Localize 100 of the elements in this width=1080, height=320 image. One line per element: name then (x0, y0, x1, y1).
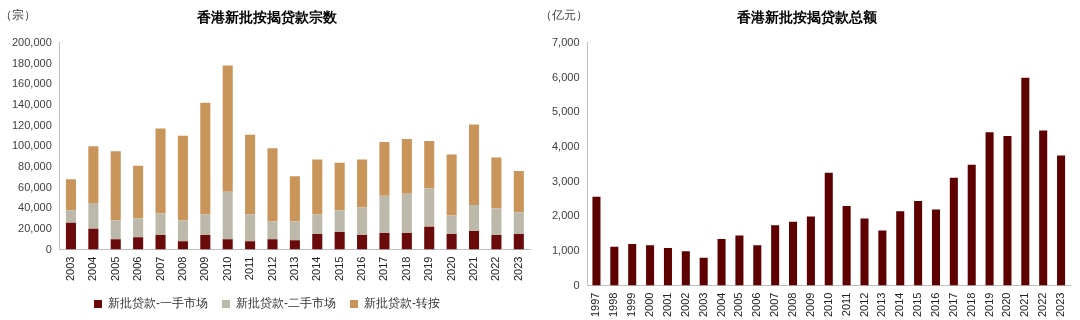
y-tick-label: 80,000 (18, 159, 52, 172)
x-tick-label: 2016 (355, 256, 368, 282)
bar (379, 195, 390, 233)
bar (88, 203, 99, 229)
bar (401, 193, 412, 233)
bar (491, 235, 502, 250)
bar (1003, 136, 1012, 286)
y-tick-label: 60,000 (18, 180, 52, 193)
x-tick-label: 2013 (875, 292, 888, 318)
legend-label: 新批贷款-一手市场 (108, 296, 209, 311)
bar (110, 151, 121, 221)
bar (289, 176, 300, 222)
bar (155, 235, 166, 250)
y-tick-label: 7,000 (552, 35, 580, 48)
bar (1039, 130, 1048, 286)
x-tick-label: 2022 (1036, 292, 1049, 318)
bar (491, 157, 502, 209)
y-tick-label: 20,000 (18, 221, 52, 234)
bar (88, 146, 99, 204)
bar (446, 215, 457, 235)
bar (65, 210, 76, 223)
x-tick-label: 2004 (86, 256, 99, 282)
bar (357, 207, 368, 236)
y-tick-label: 40,000 (18, 201, 52, 214)
x-tick-label: 2022 (489, 256, 502, 282)
x-tick-label: 2017 (946, 292, 959, 318)
bar (155, 128, 166, 214)
bar (133, 218, 144, 238)
x-tick-label: 2002 (678, 292, 691, 318)
bar (312, 159, 323, 215)
bar (334, 162, 345, 211)
x-tick-label: 2011 (243, 256, 256, 281)
bar (931, 209, 940, 286)
bar (267, 148, 278, 222)
x-tick-label: 1997 (589, 292, 602, 318)
bar (424, 141, 435, 189)
bar (513, 234, 524, 250)
y-tick-label: 140,000 (12, 97, 52, 110)
bar (967, 164, 976, 286)
bar (424, 188, 435, 227)
bar (133, 237, 144, 250)
bar (200, 235, 211, 250)
x-tick-label: 2023 (1054, 292, 1067, 318)
bar (379, 142, 390, 196)
bar (245, 214, 256, 242)
x-tick-label: 2013 (287, 256, 300, 282)
bar (312, 234, 323, 250)
x-tick-label: 2011 (839, 292, 852, 317)
x-tick-label: 2016 (929, 292, 942, 318)
bar (646, 245, 655, 286)
x-tick-label: 2020 (1000, 292, 1013, 318)
x-tick-label: 2003 (63, 256, 76, 282)
bar (133, 165, 144, 219)
x-tick-label: 2012 (857, 292, 870, 318)
x-tick-label: 2023 (511, 256, 524, 282)
bar (379, 232, 390, 250)
bar (334, 231, 345, 250)
bar (610, 246, 619, 286)
y-tick-label: 4,000 (552, 139, 580, 152)
y-tick-label: 0 (573, 278, 580, 291)
bar (110, 220, 121, 240)
legend-label: 新批贷款-转按 (364, 296, 440, 311)
bar (177, 135, 188, 221)
bar (245, 134, 256, 215)
x-tick-label: 2005 (732, 292, 745, 318)
x-tick-label: 2015 (332, 256, 345, 282)
bar (110, 239, 121, 250)
x-tick-label: 2010 (220, 256, 233, 282)
bar (289, 240, 300, 250)
y-tick-label: 180,000 (12, 56, 52, 69)
bar (65, 222, 76, 250)
bar (824, 172, 833, 286)
bar (446, 234, 457, 250)
x-tick-label: 2020 (444, 256, 457, 282)
bar (65, 179, 76, 211)
chart-title: 香港新批按揭贷款宗数 (196, 9, 338, 26)
y-tick-label: 0 (45, 242, 52, 255)
bar (949, 177, 958, 286)
x-tick-label: 2014 (893, 292, 906, 318)
bar (860, 218, 869, 286)
bar (155, 213, 166, 236)
x-tick-label: 2003 (696, 292, 709, 318)
x-tick-label: 2000 (643, 292, 656, 318)
bar (177, 220, 188, 242)
bar (753, 245, 762, 286)
bar (424, 226, 435, 250)
x-tick-label: 2005 (108, 256, 121, 282)
y-axis-title: （亿元） (540, 8, 588, 23)
x-tick-label: 2008 (786, 292, 799, 318)
x-tick-label: 2021 (1018, 292, 1031, 318)
bar (513, 212, 524, 235)
bar (177, 241, 188, 250)
bar (628, 243, 637, 286)
x-tick-label: 2021 (467, 256, 480, 282)
x-tick-label: 2004 (714, 292, 727, 318)
bar (401, 138, 412, 194)
x-tick-label: 2006 (131, 256, 144, 282)
bar (245, 241, 256, 250)
bar (401, 232, 412, 250)
x-tick-label: 2019 (982, 292, 995, 318)
